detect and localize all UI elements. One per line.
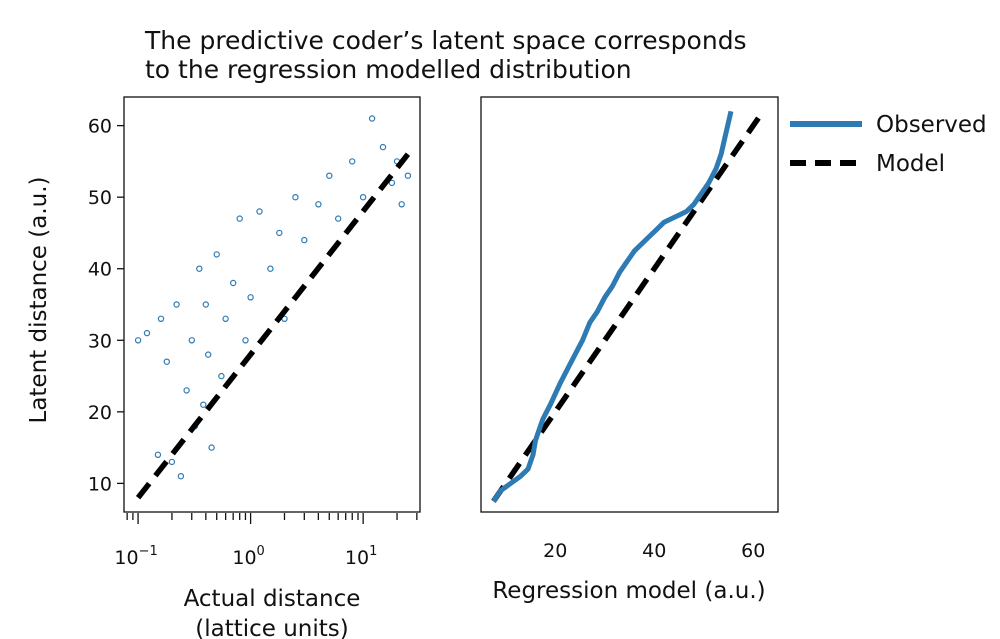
scatter-point <box>349 158 356 165</box>
scatter-point <box>404 172 412 179</box>
scatter-point <box>168 458 176 466</box>
scatter-point <box>242 337 249 344</box>
scatter-point <box>183 387 190 394</box>
scatter-point <box>247 294 254 301</box>
scatter-y-tick-label: 30 <box>88 330 112 352</box>
scatter-point <box>359 193 367 201</box>
qq-x-ticks: 20 40 60 <box>543 540 765 562</box>
scatter-point <box>213 251 220 258</box>
scatter-point <box>188 337 195 344</box>
scatter-y-ticks: 10 20 30 40 50 60 <box>88 116 124 495</box>
figure-title-line-2: to the regression modelled distribution <box>145 55 632 84</box>
qq-plot-frame <box>480 96 779 513</box>
scatter-point <box>315 201 322 208</box>
legend: Observed Model <box>790 112 987 177</box>
scatter-x-tick-label: 10−1 <box>114 544 157 569</box>
scatter-point <box>229 279 237 287</box>
scatter-model-line <box>135 152 411 500</box>
qq-observed-line <box>491 110 734 503</box>
scatter-point <box>368 115 376 122</box>
scatter-point <box>154 451 162 458</box>
legend-observed-label: Observed <box>876 112 987 138</box>
scatter-x-axis-label: Actual distance <box>184 586 361 612</box>
scatter-y-tick-label: 10 <box>88 473 112 495</box>
qq-x-tick-label: 60 <box>741 540 765 562</box>
scatter-point <box>276 229 283 237</box>
scatter-points <box>134 115 412 480</box>
scatter-x-tick-label: 100 <box>232 544 264 569</box>
scatter-point <box>236 215 243 222</box>
scatter-point <box>163 358 170 365</box>
qq-x-axis-label: Regression model (a.u.) <box>492 578 765 604</box>
scatter-point <box>173 301 180 308</box>
scatter-point <box>177 473 185 480</box>
legend-model-label: Model <box>876 151 945 177</box>
scatter-point <box>301 236 308 244</box>
scatter-point <box>267 265 274 272</box>
scatter-plot-frame <box>123 96 421 513</box>
scatter-point <box>157 315 165 322</box>
qq-model-line <box>491 109 766 503</box>
scatter-point <box>143 329 151 337</box>
scatter-y-tick-label: 50 <box>88 187 112 209</box>
scatter-point <box>379 143 387 151</box>
scatter-point <box>208 444 215 451</box>
scatter-y-tick-label: 40 <box>88 259 112 281</box>
scatter-point <box>292 193 299 201</box>
scatter-point <box>204 351 212 358</box>
scatter-point <box>335 215 342 222</box>
scatter-point <box>256 208 263 215</box>
y-axis-label: Latent distance (a.u.) <box>26 177 52 424</box>
scatter-point <box>388 179 396 187</box>
scatter-y-tick-label: 20 <box>88 402 112 424</box>
scatter-point <box>200 401 207 408</box>
qq-x-tick-label: 20 <box>543 540 567 562</box>
scatter-y-tick-label: 60 <box>88 116 112 138</box>
scatter-point <box>326 172 333 179</box>
scatter-x-tick-label: 101 <box>345 544 377 569</box>
qq-panel: 20 40 60 Regression model (a.u.) <box>480 96 779 604</box>
scatter-point <box>134 337 142 344</box>
scatter-point <box>222 315 229 322</box>
scatter-point <box>398 201 405 208</box>
scatter-point <box>202 301 209 308</box>
figure-title-line-1: The predictive coder’s latent space corr… <box>144 26 747 55</box>
scatter-point <box>196 265 203 272</box>
scatter-x-axis-label-line2: (lattice units) <box>195 616 349 639</box>
scatter-point <box>218 372 225 380</box>
qq-x-tick-label: 40 <box>642 540 666 562</box>
scatter-x-ticks: 10−1 100 101 <box>114 513 418 569</box>
